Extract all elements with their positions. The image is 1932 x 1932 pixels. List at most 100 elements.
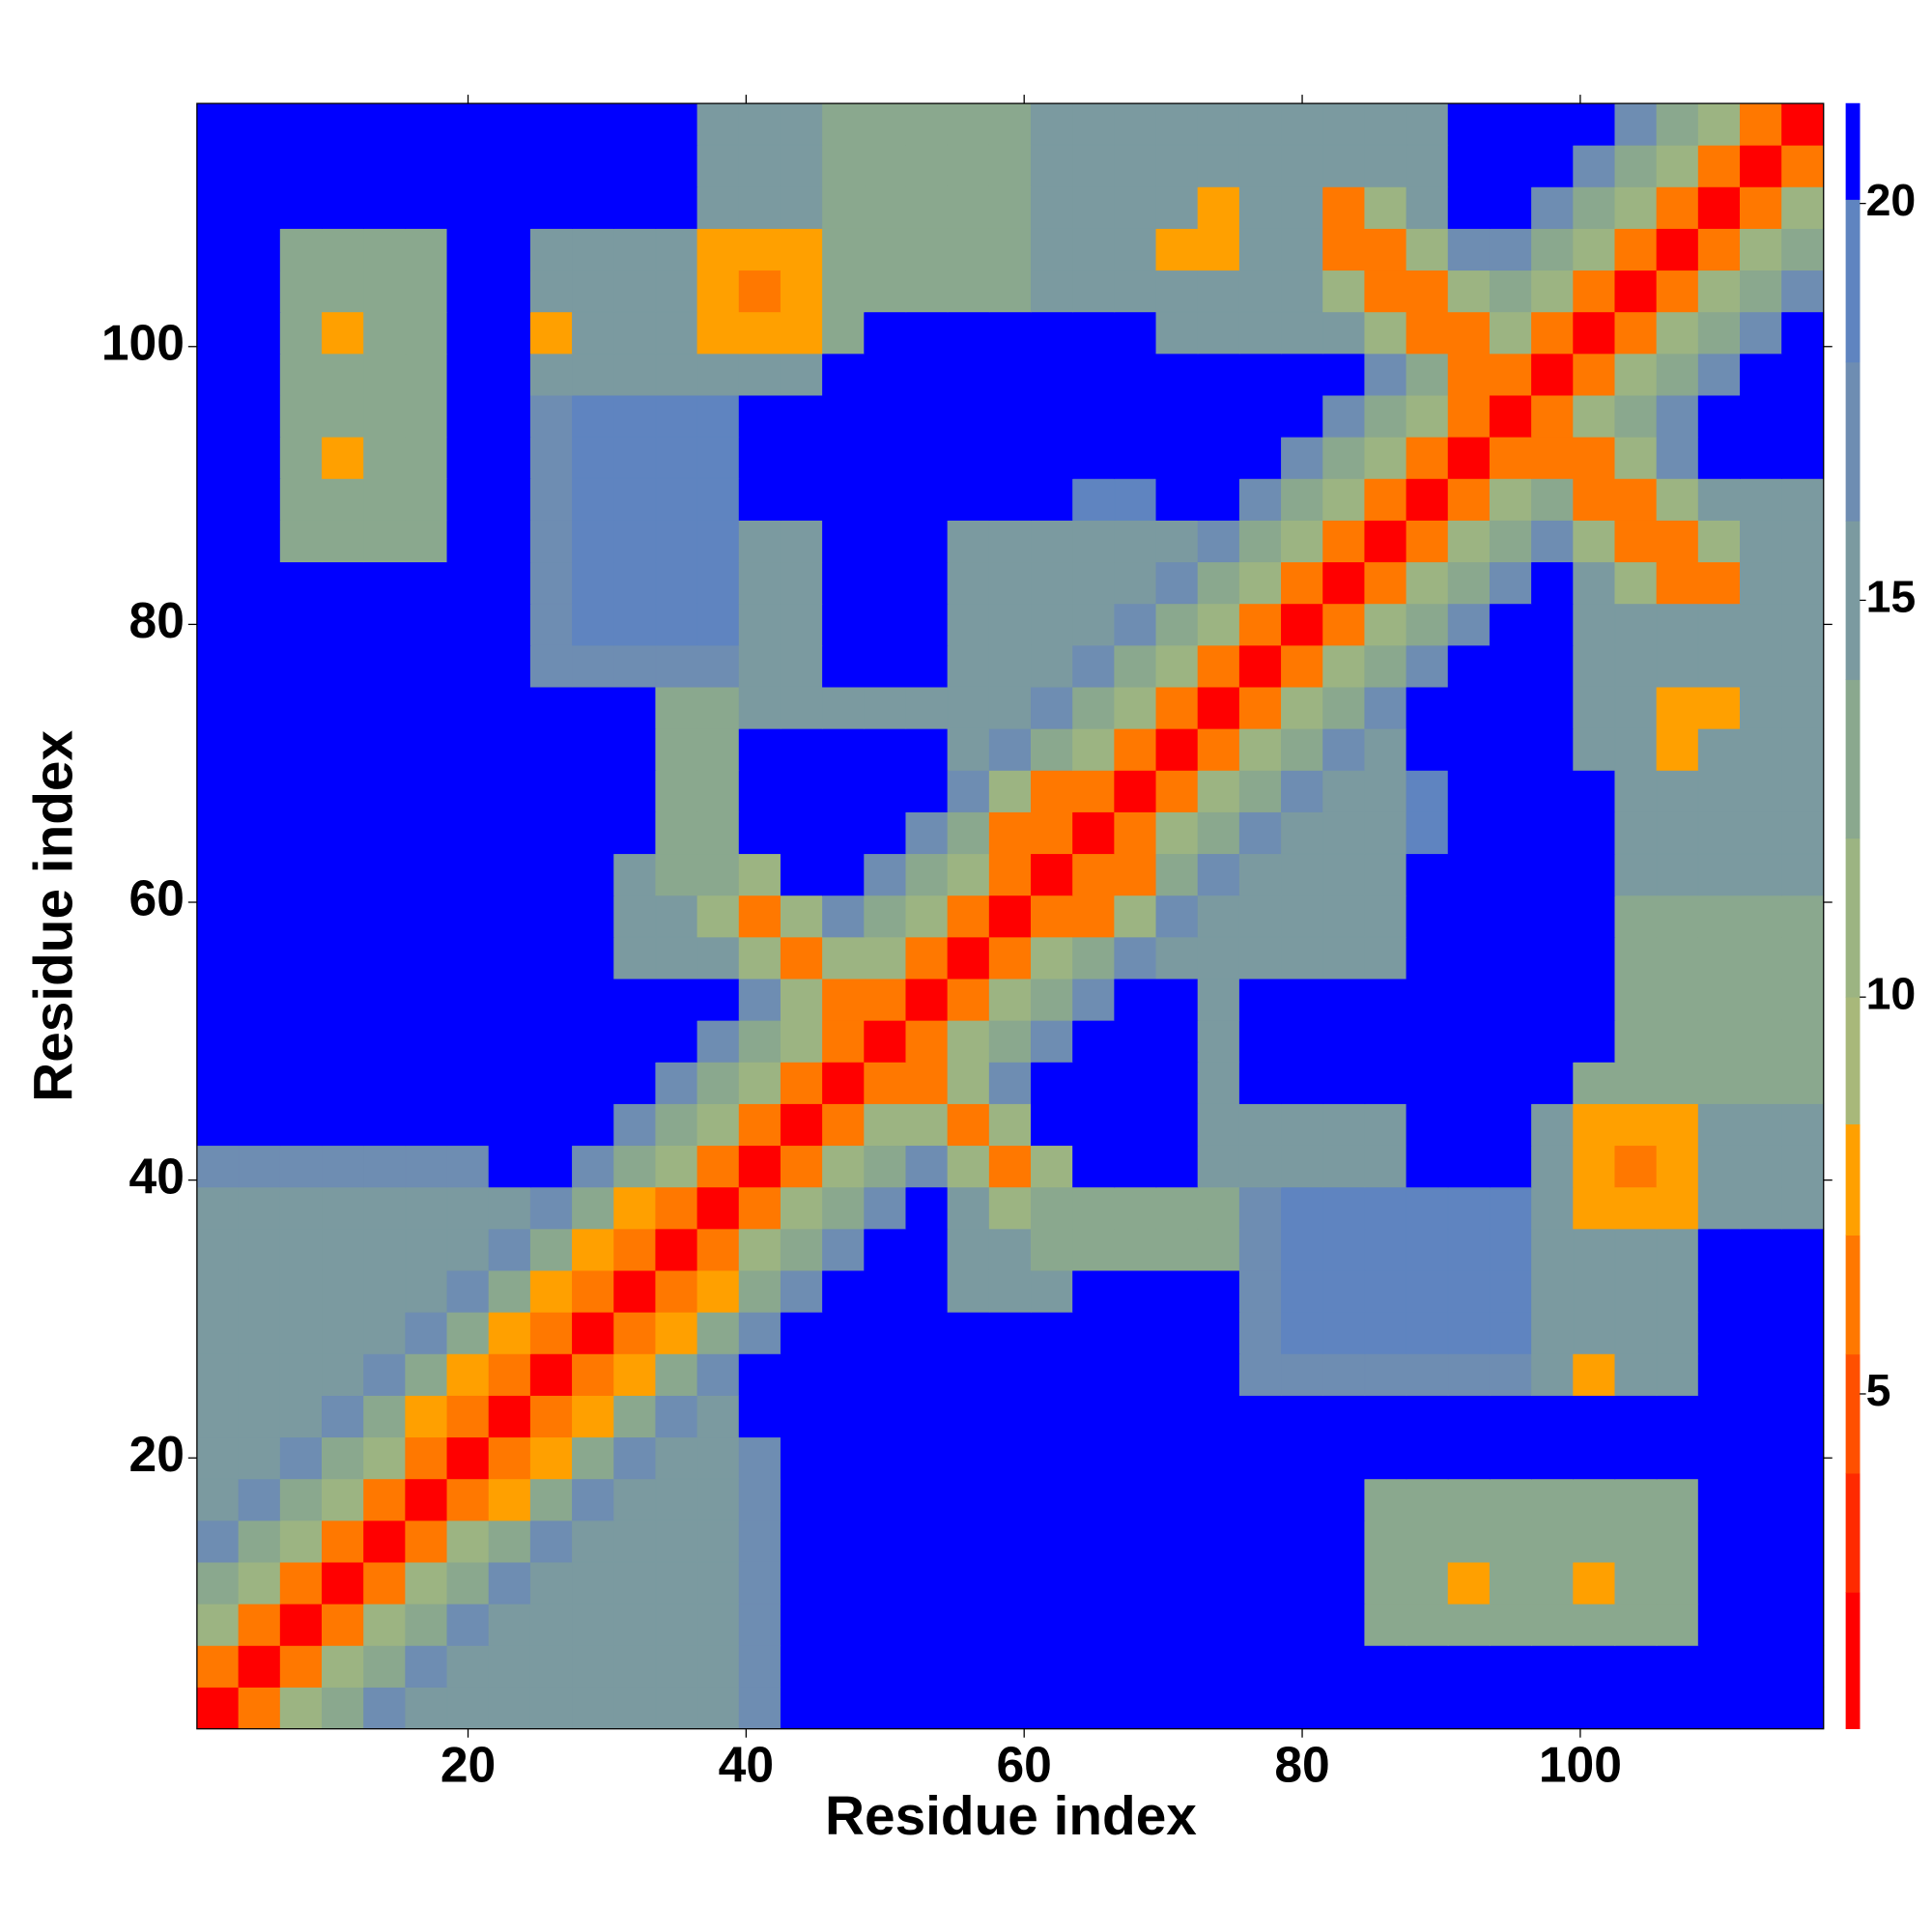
heatmap-cell	[1238, 978, 1282, 1021]
heatmap-cell	[1114, 1645, 1157, 1688]
heatmap-cell	[1238, 644, 1282, 688]
heatmap-cell	[405, 561, 448, 605]
heatmap-cell	[405, 1186, 448, 1230]
heatmap-cell	[1072, 1520, 1116, 1563]
heatmap-cell	[1238, 1395, 1282, 1438]
heatmap-cell	[1364, 853, 1407, 896]
heatmap-cell	[405, 1603, 448, 1646]
heatmap-cell	[1114, 978, 1157, 1021]
heatmap-cell	[238, 561, 281, 605]
heatmap-cell	[1573, 1645, 1616, 1688]
heatmap-cell	[655, 311, 698, 355]
heatmap-cell	[1238, 727, 1282, 771]
heatmap-cell	[529, 1062, 573, 1104]
heatmap-cell	[655, 1228, 698, 1271]
heatmap-cell	[1238, 102, 1282, 146]
heatmap-cell	[1406, 1103, 1449, 1147]
heatmap-cell	[1031, 1103, 1073, 1147]
heatmap-cell	[864, 936, 907, 980]
heatmap-cell	[279, 1269, 323, 1313]
heatmap-cell	[947, 853, 990, 896]
heatmap-cell	[572, 1062, 615, 1104]
heatmap-cell	[1364, 1311, 1407, 1354]
heatmap-cell	[1697, 270, 1741, 313]
heatmap-cell	[1155, 936, 1199, 980]
heatmap-cell	[529, 1436, 573, 1480]
heatmap-cell	[1614, 1395, 1658, 1438]
heatmap-cell	[1197, 1186, 1240, 1230]
heatmap-cell	[1489, 1228, 1532, 1271]
heatmap-cell	[1072, 1269, 1116, 1313]
heatmap-cell	[1697, 1353, 1741, 1396]
heatmap-cell	[696, 185, 740, 229]
heatmap-cell	[738, 561, 781, 605]
heatmap-cell	[1656, 811, 1699, 855]
heatmap-cell	[655, 185, 698, 229]
heatmap-cell	[1322, 1062, 1366, 1104]
heatmap-cell	[696, 1103, 740, 1147]
heatmap-cell	[1531, 228, 1575, 271]
heatmap-cell	[322, 1145, 364, 1188]
heatmap-cell	[1573, 1269, 1616, 1313]
heatmap-cell	[696, 1228, 740, 1271]
heatmap-cell	[696, 1603, 740, 1646]
heatmap-cell	[1531, 644, 1575, 688]
heatmap-cell	[1740, 1269, 1782, 1313]
heatmap-cell	[1781, 477, 1825, 521]
heatmap-cell	[1031, 477, 1073, 521]
heatmap-cell	[864, 895, 907, 938]
heatmap-cell	[405, 1103, 448, 1147]
heatmap-cell	[822, 769, 866, 812]
heatmap-cell	[529, 102, 573, 146]
heatmap-cell	[1031, 936, 1073, 980]
heatmap-cell	[1614, 1561, 1658, 1605]
heatmap-cell	[322, 811, 364, 855]
heatmap-cell	[655, 644, 698, 688]
heatmap-cell	[363, 1603, 407, 1646]
heatmap-cell	[1573, 144, 1616, 187]
heatmap-cell	[1114, 1603, 1157, 1646]
heatmap-cell	[446, 1561, 490, 1605]
heatmap-cell	[1031, 644, 1073, 688]
heatmap-cell	[196, 1269, 240, 1313]
heatmap-cell	[322, 353, 364, 396]
heatmap-cell	[1197, 686, 1240, 729]
heatmap-cell	[1697, 1103, 1741, 1147]
heatmap-cell	[1489, 394, 1532, 438]
heatmap-cell	[1197, 895, 1240, 938]
heatmap-cell	[1573, 477, 1616, 521]
heatmap-cell	[322, 1353, 364, 1396]
heatmap-cell	[988, 978, 1032, 1021]
heatmap-cell	[1740, 769, 1782, 812]
heatmap-cell	[738, 1687, 781, 1730]
plot-frame	[196, 102, 1825, 1730]
heatmap-cell	[322, 436, 364, 479]
heatmap-cell	[1031, 394, 1073, 438]
heatmap-cell	[780, 102, 823, 146]
heatmap-cell	[1573, 727, 1616, 771]
heatmap-cell	[529, 853, 573, 896]
heatmap-cell	[1447, 1478, 1491, 1521]
heatmap-cell	[1281, 1687, 1324, 1730]
heatmap-cell	[1781, 1269, 1825, 1313]
heatmap-cell	[1531, 102, 1575, 146]
heatmap-cell	[1447, 686, 1491, 729]
colorbar-segment	[1845, 838, 1861, 998]
colorbar-segment	[1845, 361, 1861, 522]
heatmap-cell	[196, 811, 240, 855]
heatmap-cell	[1447, 102, 1491, 146]
heatmap-cell	[405, 978, 448, 1021]
heatmap-cell	[279, 520, 323, 563]
heatmap-cell	[822, 1478, 866, 1521]
heatmap-cell	[1406, 936, 1449, 980]
heatmap-cell	[529, 561, 573, 605]
heatmap-cell	[1447, 1228, 1491, 1271]
heatmap-cell	[1281, 644, 1324, 688]
heatmap-cell	[1238, 1228, 1282, 1271]
heatmap-cell	[1155, 727, 1199, 771]
heatmap-cell	[864, 769, 907, 812]
heatmap-cell	[864, 436, 907, 479]
heatmap-cell	[1614, 686, 1658, 729]
heatmap-cell	[655, 936, 698, 980]
heatmap-cell	[529, 436, 573, 479]
